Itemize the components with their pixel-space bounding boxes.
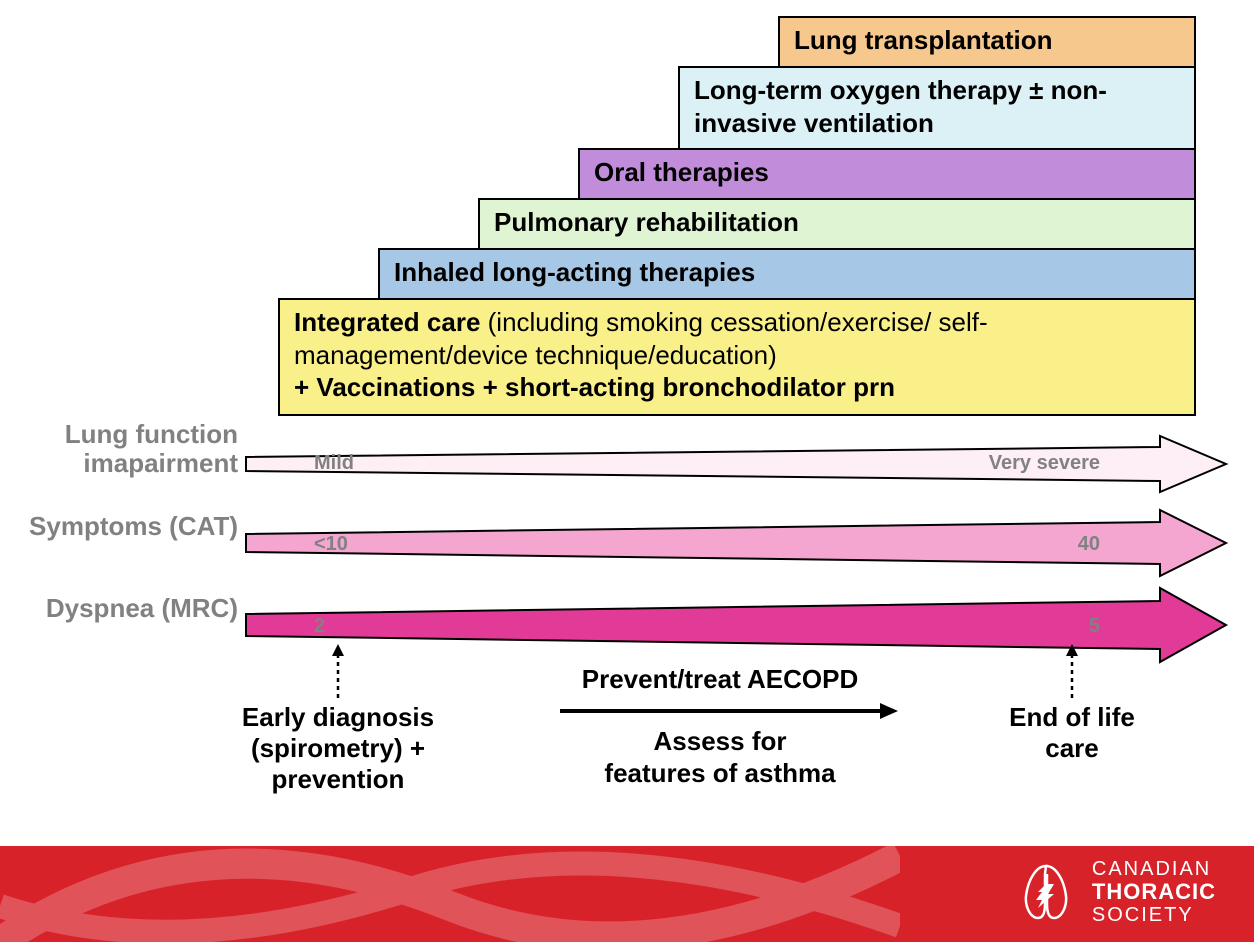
footer-brand: CANADIAN THORACIC SOCIETY [1014, 858, 1216, 926]
brand-line2: THORACIC [1092, 880, 1216, 904]
severity-end-dyspnea-mrc: 5 [1089, 615, 1100, 638]
annot-center: Prevent/treat AECOPDAssess forfeatures o… [540, 664, 900, 789]
center-arrow-icon [560, 700, 900, 722]
severity-label-lung-function: Lung function imapairment [8, 420, 238, 477]
severity-arrow-symptoms-cat: Symptoms (CAT) <10 40 [0, 510, 1254, 584]
arrow-shape-dyspnea-mrc [244, 586, 1230, 664]
step-pulmonary-rehab: Pulmonary rehabilitation [478, 198, 1196, 250]
severity-label-dyspnea-mrc: Dyspnea (MRC) [8, 594, 238, 623]
step-oral-therapies: Oral therapies [578, 148, 1196, 200]
diagram-canvas: Lung transplantationLong-term oxygen the… [0, 0, 1254, 942]
footer-brand-text: CANADIAN THORACIC SOCIETY [1092, 858, 1216, 926]
brand-line3: SOCIETY [1092, 904, 1216, 926]
severity-arrow-lung-function: Lung function imapairmentMildVery severe [0, 434, 1254, 498]
brand-line1: CANADIAN [1092, 858, 1216, 880]
footer-swirl-decoration [0, 846, 900, 942]
step-integrated-care: Integrated care (including smoking cessa… [278, 298, 1196, 416]
step-lung-transplant: Lung transplantation [778, 16, 1196, 68]
footer-bar: CANADIAN THORACIC SOCIETY [0, 846, 1254, 942]
annot-end-of-life: End of life care [982, 702, 1162, 764]
step-oxygen-therapy: Long-term oxygen therapy ± non-invasive … [678, 66, 1196, 150]
step-inhaled-therapies: Inhaled long-acting therapies [378, 248, 1196, 300]
lung-leaf-icon [1014, 860, 1078, 924]
severity-start-lung-function: Mild [314, 452, 354, 475]
severity-label-symptoms-cat: Symptoms (CAT) [8, 512, 238, 541]
dash-arrow-left [328, 644, 348, 700]
severity-end-symptoms-cat: 40 [1078, 533, 1100, 556]
severity-start-symptoms-cat: <10 [314, 533, 348, 556]
dash-arrow-right [1062, 644, 1082, 700]
severity-start-dyspnea-mrc: 2 [314, 615, 325, 638]
severity-end-lung-function: Very severe [989, 452, 1100, 475]
annot-early-diagnosis: Early diagnosis (spirometry) + preventio… [208, 702, 468, 796]
